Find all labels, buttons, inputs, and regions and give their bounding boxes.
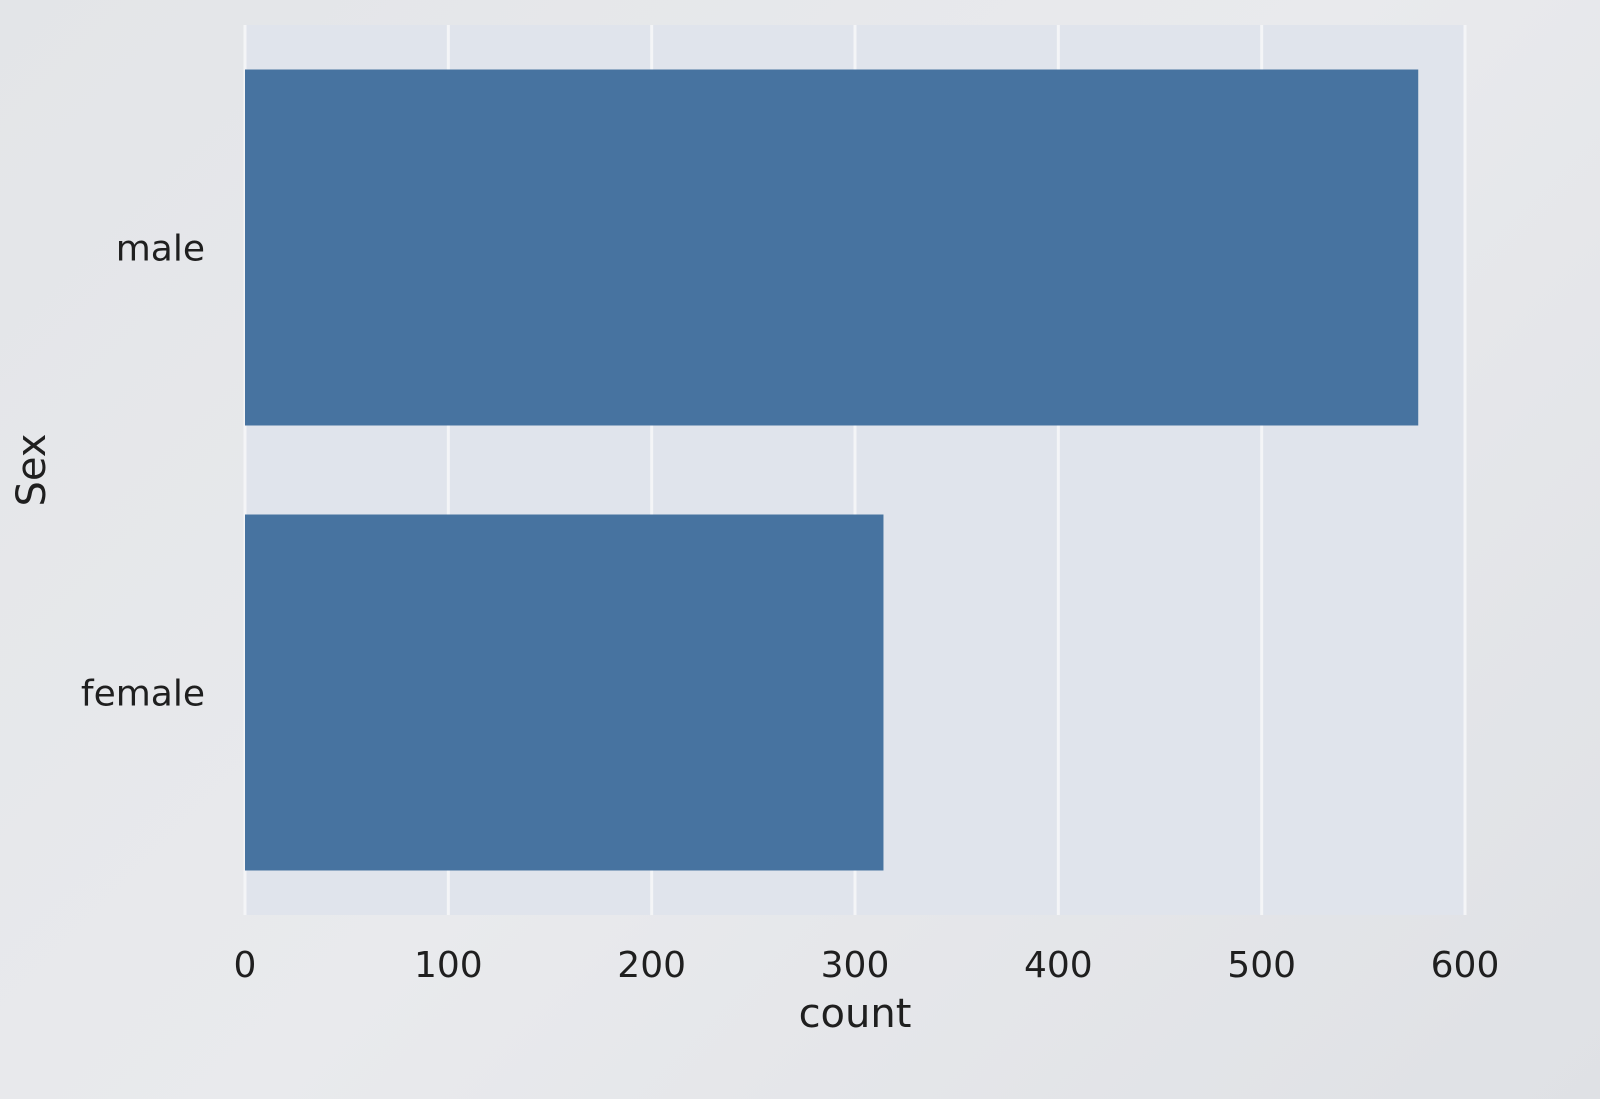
x-tick-label-300: 300 bbox=[821, 945, 890, 986]
bar-male bbox=[245, 69, 1419, 426]
bars bbox=[245, 69, 1419, 871]
x-tick-labels: 0 100 200 300 400 500 600 bbox=[234, 945, 1500, 986]
y-axis-label: Sex bbox=[9, 434, 55, 507]
y-tick-label-female: female bbox=[81, 674, 205, 715]
x-tick-label-100: 100 bbox=[414, 945, 483, 986]
x-tick-label-0: 0 bbox=[234, 945, 257, 986]
x-tick-label-200: 200 bbox=[617, 945, 686, 986]
bar-female bbox=[245, 514, 884, 871]
x-tick-label-400: 400 bbox=[1024, 945, 1093, 986]
y-tick-label-male: male bbox=[116, 229, 205, 270]
y-tick-labels: male female bbox=[81, 229, 205, 715]
x-tick-label-500: 500 bbox=[1227, 945, 1296, 986]
x-axis-label: count bbox=[799, 991, 912, 1037]
x-tick-label-600: 600 bbox=[1431, 945, 1500, 986]
